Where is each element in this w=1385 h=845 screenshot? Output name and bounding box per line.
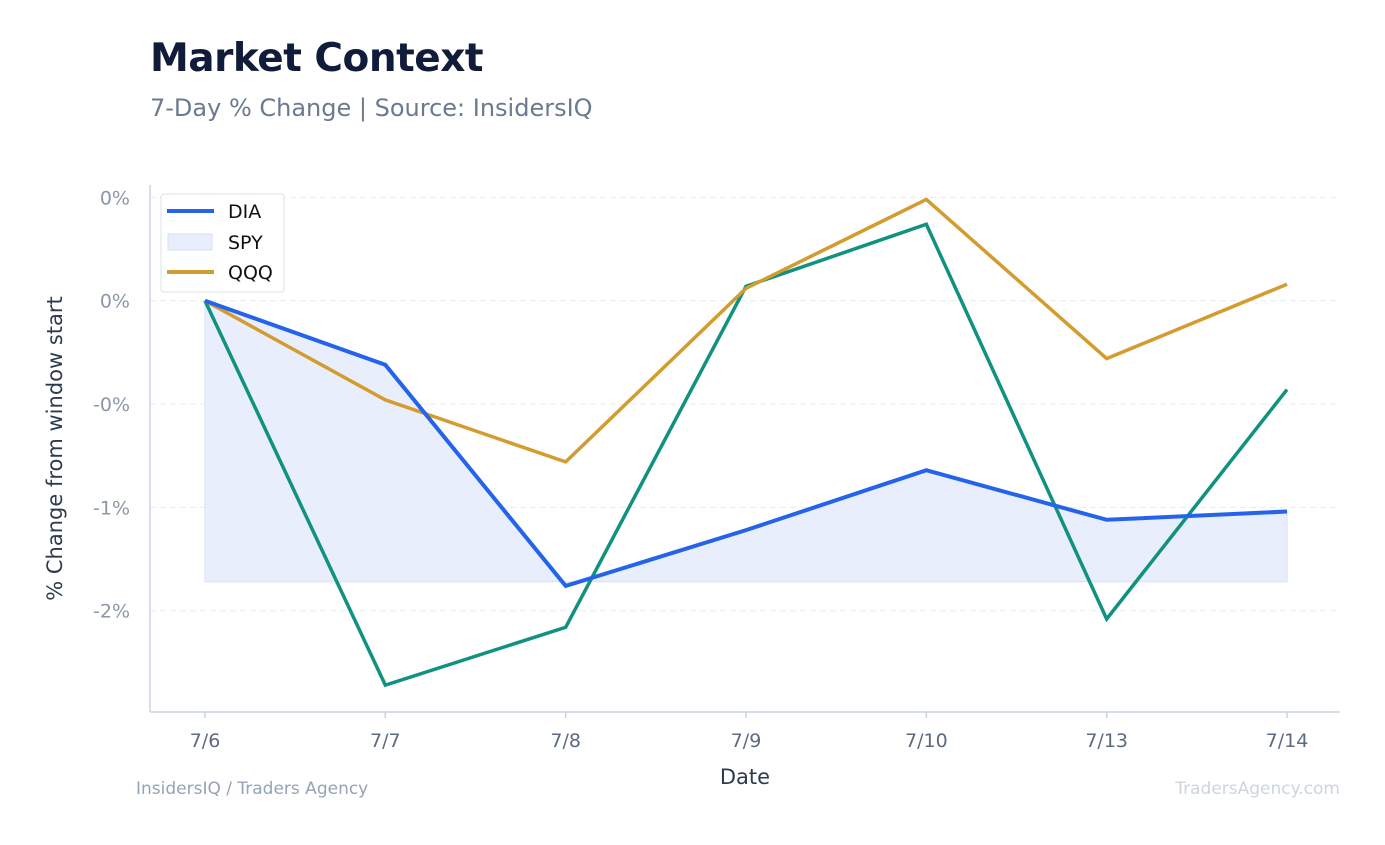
line-layer (203, 197, 1289, 688)
x-tick-label: 7/13 (1085, 730, 1128, 752)
x-tick-labels: 7/6 7/7 7/8 7/9 7/10 7/13 7/14 (190, 712, 1309, 752)
grid-layer (150, 196, 1340, 612)
y-tick-label: -2% (93, 601, 130, 623)
x-tick-label: 7/10 (905, 730, 948, 752)
axis-layer (149, 185, 1340, 713)
x-tick-label: 7/7 (370, 730, 401, 752)
area-layer (204, 300, 1288, 587)
legend-label-dia: DIA (228, 201, 261, 223)
y-tick-label: 0% (100, 291, 130, 313)
x-tick-label: 7/6 (190, 730, 221, 752)
x-tick-label: 7/14 (1266, 730, 1309, 752)
x-axis-label: Date (720, 765, 770, 789)
chart-title: Market Context (150, 36, 484, 81)
y-tick-label: -1% (93, 497, 130, 519)
series-line-unlabeled (203, 222, 1289, 688)
series-area-spy (204, 300, 1288, 587)
x-tick-label: 7/9 (731, 730, 762, 752)
y-tick-label: 0% (100, 187, 130, 209)
legend-label-qqq: QQQ (228, 262, 273, 284)
y-tick-label: -0% (93, 394, 130, 416)
legend-label-spy: SPY (228, 232, 263, 254)
series-line-qqq (204, 197, 1288, 464)
chart-subtitle: 7-Day % Change | Source: InsidersIQ (150, 94, 593, 122)
legend: DIA SPY QQQ (160, 193, 285, 293)
legend-swatch-spy (167, 233, 213, 251)
legend-box (160, 193, 285, 293)
footer-site: TradersAgency.com (1175, 779, 1340, 799)
y-tick-labels: 0% 0% -0% -1% -2% (93, 187, 130, 622)
x-tick-label: 7/8 (550, 730, 581, 752)
footer-credit: InsidersIQ / Traders Agency (136, 779, 369, 799)
series-line-dia (204, 298, 1288, 589)
y-axis-label: % Change from window start (43, 296, 67, 601)
